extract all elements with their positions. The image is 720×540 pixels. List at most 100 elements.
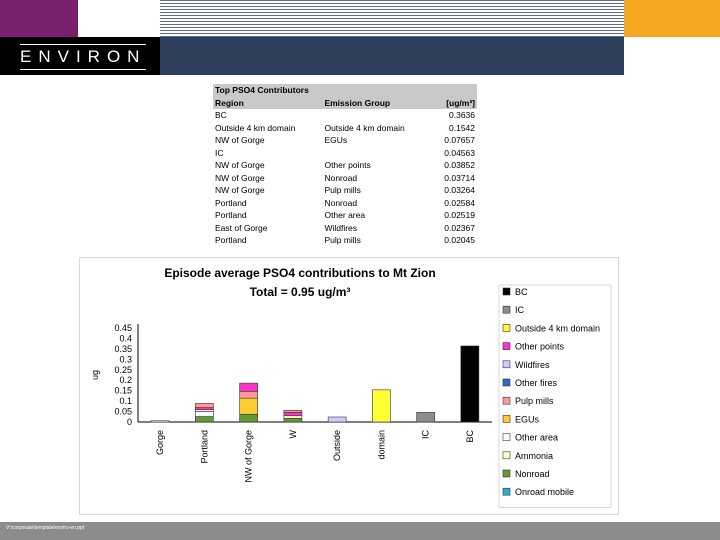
cell-emission-group xyxy=(322,147,431,160)
cell-emission-group: Other area xyxy=(324,210,366,220)
table-row: Outside 4 km domain Outside 4 km domain 0.… xyxy=(213,122,477,135)
bar-segment xyxy=(372,389,391,423)
legend-label: Other points xyxy=(515,342,565,352)
legend-label: Onroad mobile xyxy=(515,487,574,497)
x-tick-label: Gorge xyxy=(155,430,165,455)
pso4-chart: Episode average PSO4 contributions to Mt… xyxy=(90,266,612,508)
x-tick-label: domain xyxy=(376,430,386,460)
bar-segment xyxy=(460,345,480,423)
bar-segment xyxy=(283,412,303,417)
y-tick-label: 0 xyxy=(127,417,132,427)
y-tick-label: 0.3 xyxy=(119,354,132,364)
cell-emission-group xyxy=(322,109,431,122)
cell-emission-group: Pulp mills xyxy=(324,185,361,195)
legend-label: Other fires xyxy=(515,378,558,388)
table-row: Portland Pulp mills 0.02045 xyxy=(213,234,477,247)
cell-value: 0.07657 xyxy=(444,135,475,145)
y-axis-label: ug xyxy=(90,370,100,380)
table-title-row: Top PSO4 Contributors xyxy=(213,84,477,97)
legend-label: Pulp mills xyxy=(515,396,554,406)
cell-value: 0.02519 xyxy=(444,210,475,220)
header-purple-block xyxy=(0,0,78,37)
header-stripes xyxy=(160,0,624,37)
legend-swatch xyxy=(502,360,511,369)
cell-emission-group: Outside 4 km domain xyxy=(324,122,405,133)
bar-segment xyxy=(195,411,214,417)
cell-emission-group: Pulp mills xyxy=(324,235,361,245)
legend-label: Wildfires xyxy=(515,360,550,370)
table-row: NW of Gorge Other points 0.03852 xyxy=(213,159,477,172)
cell-value: 0.04563 xyxy=(444,147,475,158)
bar-segment xyxy=(150,420,170,423)
bar-segment xyxy=(239,382,258,392)
bar-segment xyxy=(416,412,435,423)
bar-segment xyxy=(283,417,303,423)
cell-region: BC xyxy=(215,110,227,120)
table-header-row: Region Emission Group [ug/m³] xyxy=(213,96,477,109)
table-title: Top PSO4 Contributors xyxy=(213,84,477,97)
legend-label: EGUs xyxy=(515,414,540,424)
chart-frame: Episode average PSO4 contributions to Mt… xyxy=(79,257,619,515)
cell-value: 0.03852 xyxy=(444,160,475,170)
legend-label: Other area xyxy=(515,433,558,443)
cell-value: 0.1542 xyxy=(449,122,475,133)
bar-segment xyxy=(283,410,303,413)
x-tick-label: BC xyxy=(465,430,475,443)
cell-emission-group: Nonroad xyxy=(324,197,358,208)
y-tick-label: 0.25 xyxy=(114,365,132,375)
legend-swatch xyxy=(502,487,511,496)
cell-emission-group: EGUs xyxy=(324,135,348,145)
legend-swatch xyxy=(502,415,511,423)
header-white-block xyxy=(78,0,160,37)
cell-emission-group: Wildfires xyxy=(324,222,358,233)
chart-subtitle: Total = 0.95 ug/m³ xyxy=(250,285,351,299)
bar-segment xyxy=(283,415,303,419)
col-value: [ug/m³] xyxy=(431,96,477,109)
legend-swatch xyxy=(502,396,511,405)
y-tick-label: 0.4 xyxy=(119,333,132,343)
legend-swatch xyxy=(502,324,511,332)
x-tick-label: W xyxy=(288,430,298,439)
legend-swatch xyxy=(502,469,511,478)
cell-value: 0.02045 xyxy=(444,235,475,245)
bar-segment xyxy=(239,413,258,423)
cell-emission-group: Nonroad xyxy=(324,172,358,183)
bar-segment xyxy=(327,416,347,423)
legend-label: BC xyxy=(515,287,528,297)
logo-box xyxy=(0,37,160,75)
legend-label: Ammonia xyxy=(515,451,553,461)
cell-region: NW of Gorge xyxy=(215,135,265,145)
cell-value: 0.03714 xyxy=(444,172,475,183)
legend-label: IC xyxy=(515,305,525,315)
legend-label: Outside 4 km domain xyxy=(515,323,600,333)
header-orange-block xyxy=(624,0,720,37)
legend-box xyxy=(498,284,612,508)
legend-swatch xyxy=(502,378,511,387)
x-tick-label: IC xyxy=(421,429,431,439)
cell-region: Portland xyxy=(215,197,247,208)
cell-region: IC xyxy=(215,147,224,158)
y-tick-label: 0.2 xyxy=(119,375,132,385)
table-row: NW of Gorge EGUs 0.07657 xyxy=(213,134,477,147)
cell-emission-group: Other points xyxy=(324,160,371,170)
chart-title: Episode average PSO4 contributions to Mt… xyxy=(164,266,435,280)
legend-swatch xyxy=(502,287,511,296)
y-tick-label: 0.35 xyxy=(114,344,132,354)
legend-swatch xyxy=(502,342,511,350)
cell-value: 0.02367 xyxy=(444,222,475,233)
x-tick-label: NW of Gorge xyxy=(244,430,254,483)
x-tick-label: Outside xyxy=(332,430,342,461)
table-row: IC 0.04563 xyxy=(213,147,477,160)
header-navy-band xyxy=(160,37,624,75)
bar-segment xyxy=(195,407,214,410)
bar-segment xyxy=(239,390,258,399)
bar-segment xyxy=(195,403,214,408)
cell-value: 0.02584 xyxy=(444,197,475,208)
x-tick-label: Portland xyxy=(199,430,209,464)
legend-swatch xyxy=(502,451,511,460)
y-tick-label: 0.05 xyxy=(114,407,132,417)
legend-swatch xyxy=(502,433,511,441)
table-row: NW of Gorge Pulp mills 0.03264 xyxy=(213,184,477,197)
legend-swatch xyxy=(502,305,511,314)
table-row: Portland Other area 0.02519 xyxy=(213,209,477,222)
